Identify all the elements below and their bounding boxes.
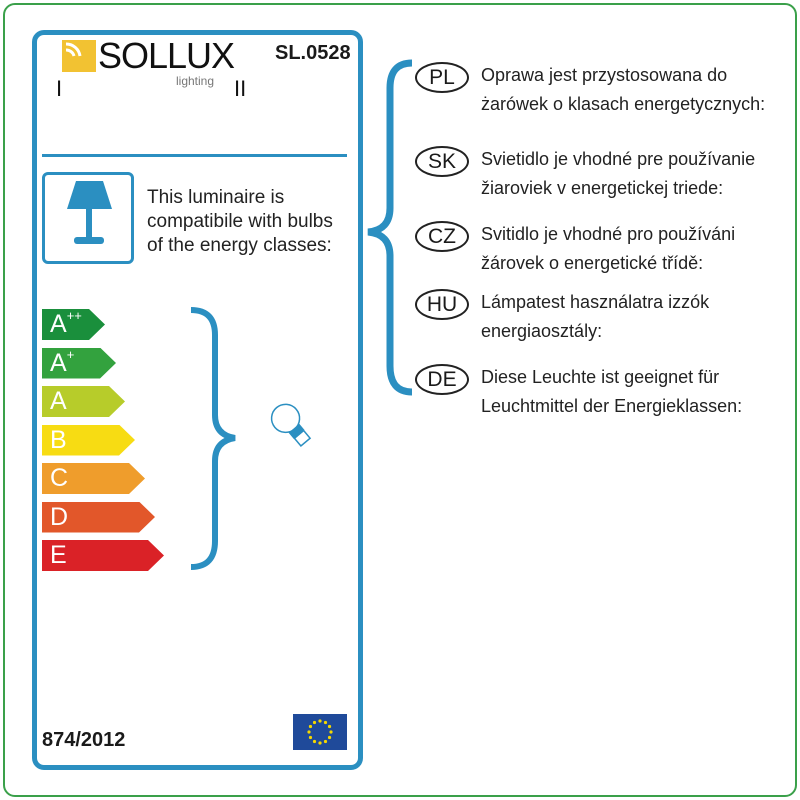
language-badge-de: DE: [415, 364, 469, 395]
compat-line: compatibile with bulbs: [147, 211, 333, 232]
language-text-cz: Svitidlo je vhodné pro používáni žárovek …: [481, 220, 735, 278]
language-badge-hu: HU: [415, 289, 469, 320]
regulation-number: 874/2012: [42, 729, 126, 751]
bulb-icon: [270, 403, 312, 448]
energy-class-label: A: [50, 310, 67, 338]
language-line: Svitidlo je vhodné pro používáni: [481, 224, 736, 244]
eu-star: [308, 735, 313, 740]
energy-class-sup: ++: [66, 308, 82, 323]
energy-class-sup: +: [66, 346, 75, 362]
eu-star: [312, 739, 317, 744]
language-badge-cz: CZ: [415, 221, 469, 252]
eu-star: [318, 719, 322, 723]
sollux-logo-icon: [62, 40, 96, 72]
large-curly-brace-icon: [367, 59, 413, 396]
language-text-hu: Lámpatest használatra izzók energiaosztál…: [481, 288, 709, 346]
eu-flag-icon: [293, 714, 347, 750]
language-badge-sk: SK: [415, 146, 469, 177]
energy-class-label: A: [50, 387, 67, 415]
lamp-icon-box: [42, 172, 134, 264]
language-badge-pl: PL: [415, 62, 469, 93]
eu-star: [308, 724, 313, 729]
energy-class-a-1plus: A+: [42, 346, 116, 379]
energy-class-label: A: [50, 348, 67, 377]
language-line: Leuchtmittel der Energieklassen:: [481, 396, 743, 416]
energy-class-b: B: [42, 424, 135, 456]
language-line: energiaosztály:: [481, 321, 603, 341]
eu-star: [327, 735, 332, 740]
eu-star: [323, 739, 328, 744]
language-text-de: Diese Leuchte ist geeignet für Leuchtmitt…: [481, 363, 742, 421]
brand-tagline: lighting: [176, 74, 215, 88]
model-number: SL.0528: [275, 42, 351, 64]
language-line: žiaroviek v energetickej triede:: [481, 178, 724, 198]
energy-class-d: D: [42, 501, 155, 533]
eu-star: [329, 730, 333, 734]
energy-class-label: E: [50, 541, 67, 569]
eu-star: [312, 720, 317, 725]
energy-class-c: C: [42, 463, 145, 494]
energy-class-a: A: [42, 386, 125, 417]
label-frame: [3, 3, 797, 797]
language-line: Diese Leuchte ist geeignet für: [481, 367, 720, 387]
energy-class-label: C: [50, 464, 69, 492]
language-line: Svietidlo je vhodné pre používanie: [481, 149, 756, 169]
eu-star: [307, 730, 311, 734]
lamp-icon: [67, 181, 112, 244]
energy-class-e: E: [42, 540, 164, 571]
mark-i: I: [56, 76, 63, 101]
language-text-sk: Svietidlo je vhodné pre používanie žiarov…: [481, 145, 755, 203]
language-line: Oprawa jest przystosowana do: [481, 65, 728, 85]
compatibility-text: This luminaire is compatibile with bulbs…: [147, 186, 333, 258]
energy-class-label: D: [50, 502, 69, 531]
compat-line: of the energy classes:: [147, 235, 332, 256]
energy-class-label: B: [50, 425, 67, 454]
compat-line: This luminaire is: [147, 187, 285, 208]
energy-label-panel: [32, 30, 363, 770]
curly-brace-icon: [190, 307, 236, 570]
language-text-pl: Oprawa jest przystosowana do żarówek o kl…: [481, 61, 765, 119]
eu-star: [327, 724, 332, 729]
eu-star: [323, 720, 328, 725]
language-line: žárovek o energetické třídě:: [481, 253, 704, 273]
language-line: żarówek o klasach energetycznych:: [481, 94, 766, 114]
language-line: Lámpatest használatra izzók: [481, 292, 710, 312]
eu-star: [318, 741, 322, 745]
brand-name: SOLLUX: [98, 35, 235, 76]
mark-ii: II: [234, 76, 247, 101]
divider: [42, 154, 347, 157]
